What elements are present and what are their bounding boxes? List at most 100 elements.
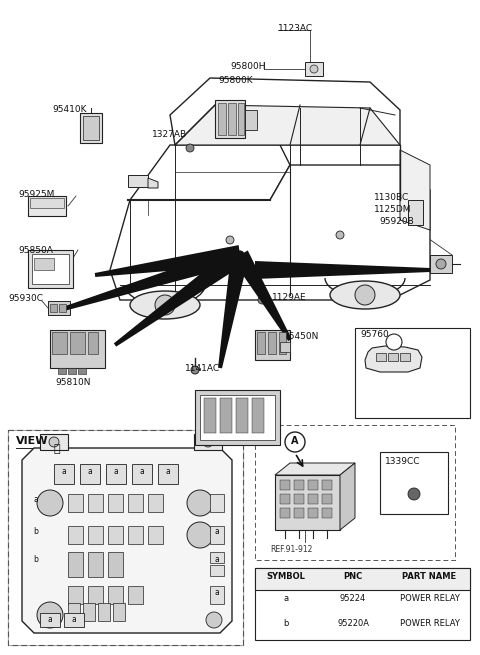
Text: a: a	[114, 467, 119, 476]
Circle shape	[408, 488, 420, 500]
Bar	[355, 328, 470, 418]
Bar	[148, 526, 163, 544]
Bar	[255, 330, 290, 360]
Text: a: a	[88, 467, 92, 476]
Bar	[128, 586, 143, 604]
Bar	[257, 332, 265, 354]
Polygon shape	[175, 105, 400, 145]
Bar	[132, 464, 152, 484]
Bar	[194, 434, 222, 450]
Bar	[34, 258, 54, 270]
Text: POWER RELAY: POWER RELAY	[399, 594, 459, 603]
Bar	[200, 395, 275, 440]
Bar	[408, 200, 423, 225]
Ellipse shape	[330, 281, 400, 309]
Circle shape	[226, 236, 234, 244]
Bar	[68, 368, 76, 374]
Bar	[245, 110, 257, 130]
Bar	[238, 103, 244, 135]
Text: REF.91-912: REF.91-912	[270, 545, 312, 554]
Ellipse shape	[130, 291, 200, 319]
Bar	[305, 62, 323, 76]
Circle shape	[37, 602, 63, 628]
Text: 1130BC: 1130BC	[374, 193, 409, 202]
Bar	[322, 508, 332, 518]
Text: a: a	[283, 594, 288, 603]
Polygon shape	[340, 463, 355, 530]
Polygon shape	[22, 448, 232, 633]
Text: 95810N: 95810N	[55, 378, 91, 387]
Text: a: a	[215, 555, 219, 564]
Bar	[28, 250, 73, 288]
Bar	[88, 526, 103, 544]
Text: 1125DM: 1125DM	[374, 205, 411, 214]
Circle shape	[306, 266, 314, 274]
Text: a: a	[72, 615, 76, 624]
Bar	[204, 398, 216, 433]
Text: PNC: PNC	[343, 572, 362, 581]
Circle shape	[49, 437, 59, 447]
Text: SYMBOL: SYMBOL	[266, 572, 305, 581]
Text: 95800H: 95800H	[230, 62, 265, 71]
Bar	[279, 332, 286, 354]
Text: 95410K: 95410K	[52, 105, 86, 114]
Bar	[106, 464, 126, 484]
Circle shape	[285, 432, 305, 452]
Text: 95450N: 95450N	[283, 332, 318, 341]
Circle shape	[155, 295, 175, 315]
Text: b: b	[34, 527, 38, 536]
Bar	[8, 430, 243, 645]
Bar	[30, 198, 64, 208]
Bar	[28, 196, 66, 216]
Bar	[78, 368, 86, 374]
Bar	[88, 552, 103, 577]
Text: VIEW: VIEW	[16, 436, 48, 446]
Bar	[88, 494, 103, 512]
Text: 95910: 95910	[237, 398, 266, 407]
Circle shape	[206, 612, 222, 628]
Bar	[70, 332, 85, 354]
Bar	[220, 398, 232, 433]
Bar	[430, 255, 452, 273]
Bar	[255, 568, 470, 640]
Bar	[275, 475, 340, 530]
Bar	[236, 398, 248, 433]
Circle shape	[336, 231, 344, 239]
Bar	[40, 434, 68, 450]
Bar	[98, 603, 110, 621]
Bar	[40, 613, 60, 627]
Text: 1141AC: 1141AC	[185, 364, 220, 373]
Bar	[210, 565, 224, 576]
Bar	[380, 452, 448, 514]
Circle shape	[191, 366, 199, 374]
Bar	[210, 494, 224, 512]
Text: 95760: 95760	[360, 330, 389, 339]
Polygon shape	[275, 463, 355, 475]
Circle shape	[436, 259, 446, 269]
Bar	[50, 330, 105, 368]
Bar	[308, 508, 318, 518]
Bar	[218, 103, 226, 135]
Bar	[113, 603, 125, 621]
Polygon shape	[60, 246, 242, 312]
Bar	[294, 480, 304, 490]
Text: 95925M: 95925M	[18, 190, 54, 199]
Bar	[294, 494, 304, 504]
Circle shape	[187, 522, 213, 548]
Bar	[388, 353, 398, 361]
Bar	[308, 480, 318, 490]
Bar	[48, 301, 70, 315]
Bar	[8, 430, 243, 645]
Bar	[280, 480, 290, 490]
Text: a: a	[48, 615, 52, 624]
Text: 95920B: 95920B	[379, 217, 414, 226]
Circle shape	[187, 490, 213, 516]
Bar	[50, 304, 57, 312]
Text: 95220A: 95220A	[337, 619, 369, 628]
Text: 95224: 95224	[340, 594, 366, 603]
Bar	[80, 113, 102, 143]
Circle shape	[310, 65, 318, 73]
Bar	[210, 586, 224, 604]
Text: b: b	[34, 555, 38, 564]
Bar	[280, 342, 290, 352]
